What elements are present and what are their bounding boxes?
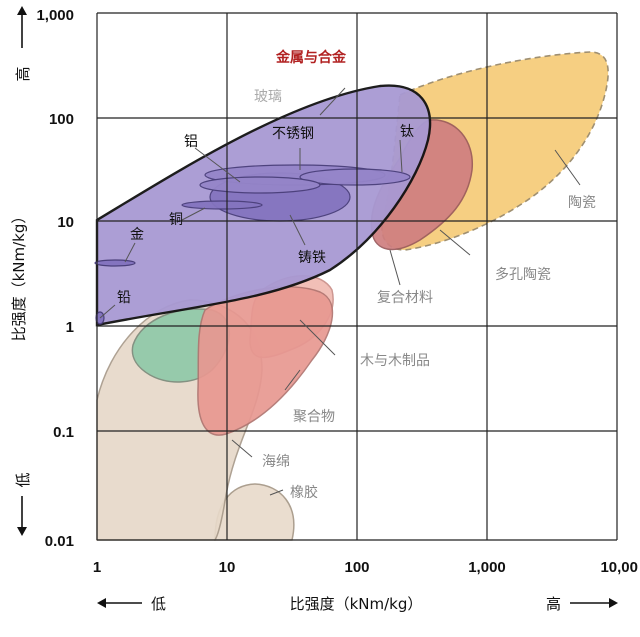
leader-lines xyxy=(99,87,581,496)
y-high-arrow xyxy=(17,6,27,48)
label-ceramics: 陶瓷 xyxy=(568,195,596,211)
x-axis-label: 比强度（kNm/kg） xyxy=(290,595,423,613)
y-tick-label: 0.1 xyxy=(53,424,74,441)
label-gold: 金 xyxy=(130,227,144,243)
label-porous-ceramics: 多孔陶瓷 xyxy=(495,266,551,283)
x-high-arrow xyxy=(570,598,618,608)
label-aluminium: 铝 xyxy=(184,134,198,150)
y-tick-label: 100 xyxy=(49,111,74,128)
label-cast-iron: 铸铁 xyxy=(298,250,326,266)
y-axis-label: 比强度（kNm/kg） xyxy=(10,209,28,342)
x-tick-label: 10 xyxy=(219,559,236,576)
y-tick-label: 0.01 xyxy=(45,533,74,550)
y-low-label: 低 xyxy=(14,472,32,487)
x-tick-label: 10,00 xyxy=(600,559,638,576)
label-copper: 铜 xyxy=(169,212,183,228)
y-tick-label: 10 xyxy=(57,214,74,231)
region-polymers xyxy=(197,286,334,436)
x-low-arrow xyxy=(97,598,142,608)
x-tick-label: 1,000 xyxy=(468,559,506,576)
region-copper xyxy=(181,200,263,210)
y-tick-label: 1 xyxy=(66,319,74,336)
y-high-label: 高 xyxy=(14,66,32,81)
label-sponge: 海绵 xyxy=(262,453,290,470)
y-low-arrow xyxy=(17,496,27,536)
label-titanium: 钛 xyxy=(400,124,414,140)
y-tick-label: 1,000 xyxy=(36,7,74,24)
x-tick-label: 1 xyxy=(93,559,101,576)
label-wood: 木与木制品 xyxy=(360,353,430,369)
region-aluminium xyxy=(199,176,321,194)
label-glass: 玻璃 xyxy=(254,88,282,105)
label-metals: 金属与合金 xyxy=(275,49,347,66)
label-stainless: 不锈钢 xyxy=(272,126,314,142)
x-low-label: 低 xyxy=(151,595,166,613)
region-gold xyxy=(94,259,136,267)
label-rubber: 橡胶 xyxy=(290,484,318,501)
region-titanium xyxy=(299,168,411,186)
x-high-label: 高 xyxy=(546,595,561,613)
x-tick-label: 100 xyxy=(344,559,369,576)
grid xyxy=(96,12,618,541)
label-composites: 复合材料 xyxy=(377,289,433,306)
label-lead: 铅 xyxy=(117,290,131,306)
label-polymers: 聚合物 xyxy=(293,409,335,425)
